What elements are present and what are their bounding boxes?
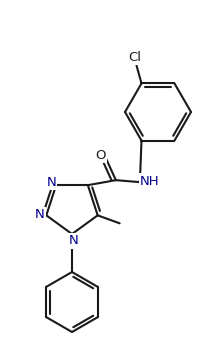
Text: O: O: [96, 149, 106, 162]
Text: N: N: [69, 234, 79, 248]
Text: NH: NH: [140, 175, 160, 188]
Text: N: N: [34, 208, 44, 221]
Text: N: N: [46, 176, 56, 189]
Text: Cl: Cl: [128, 51, 141, 64]
